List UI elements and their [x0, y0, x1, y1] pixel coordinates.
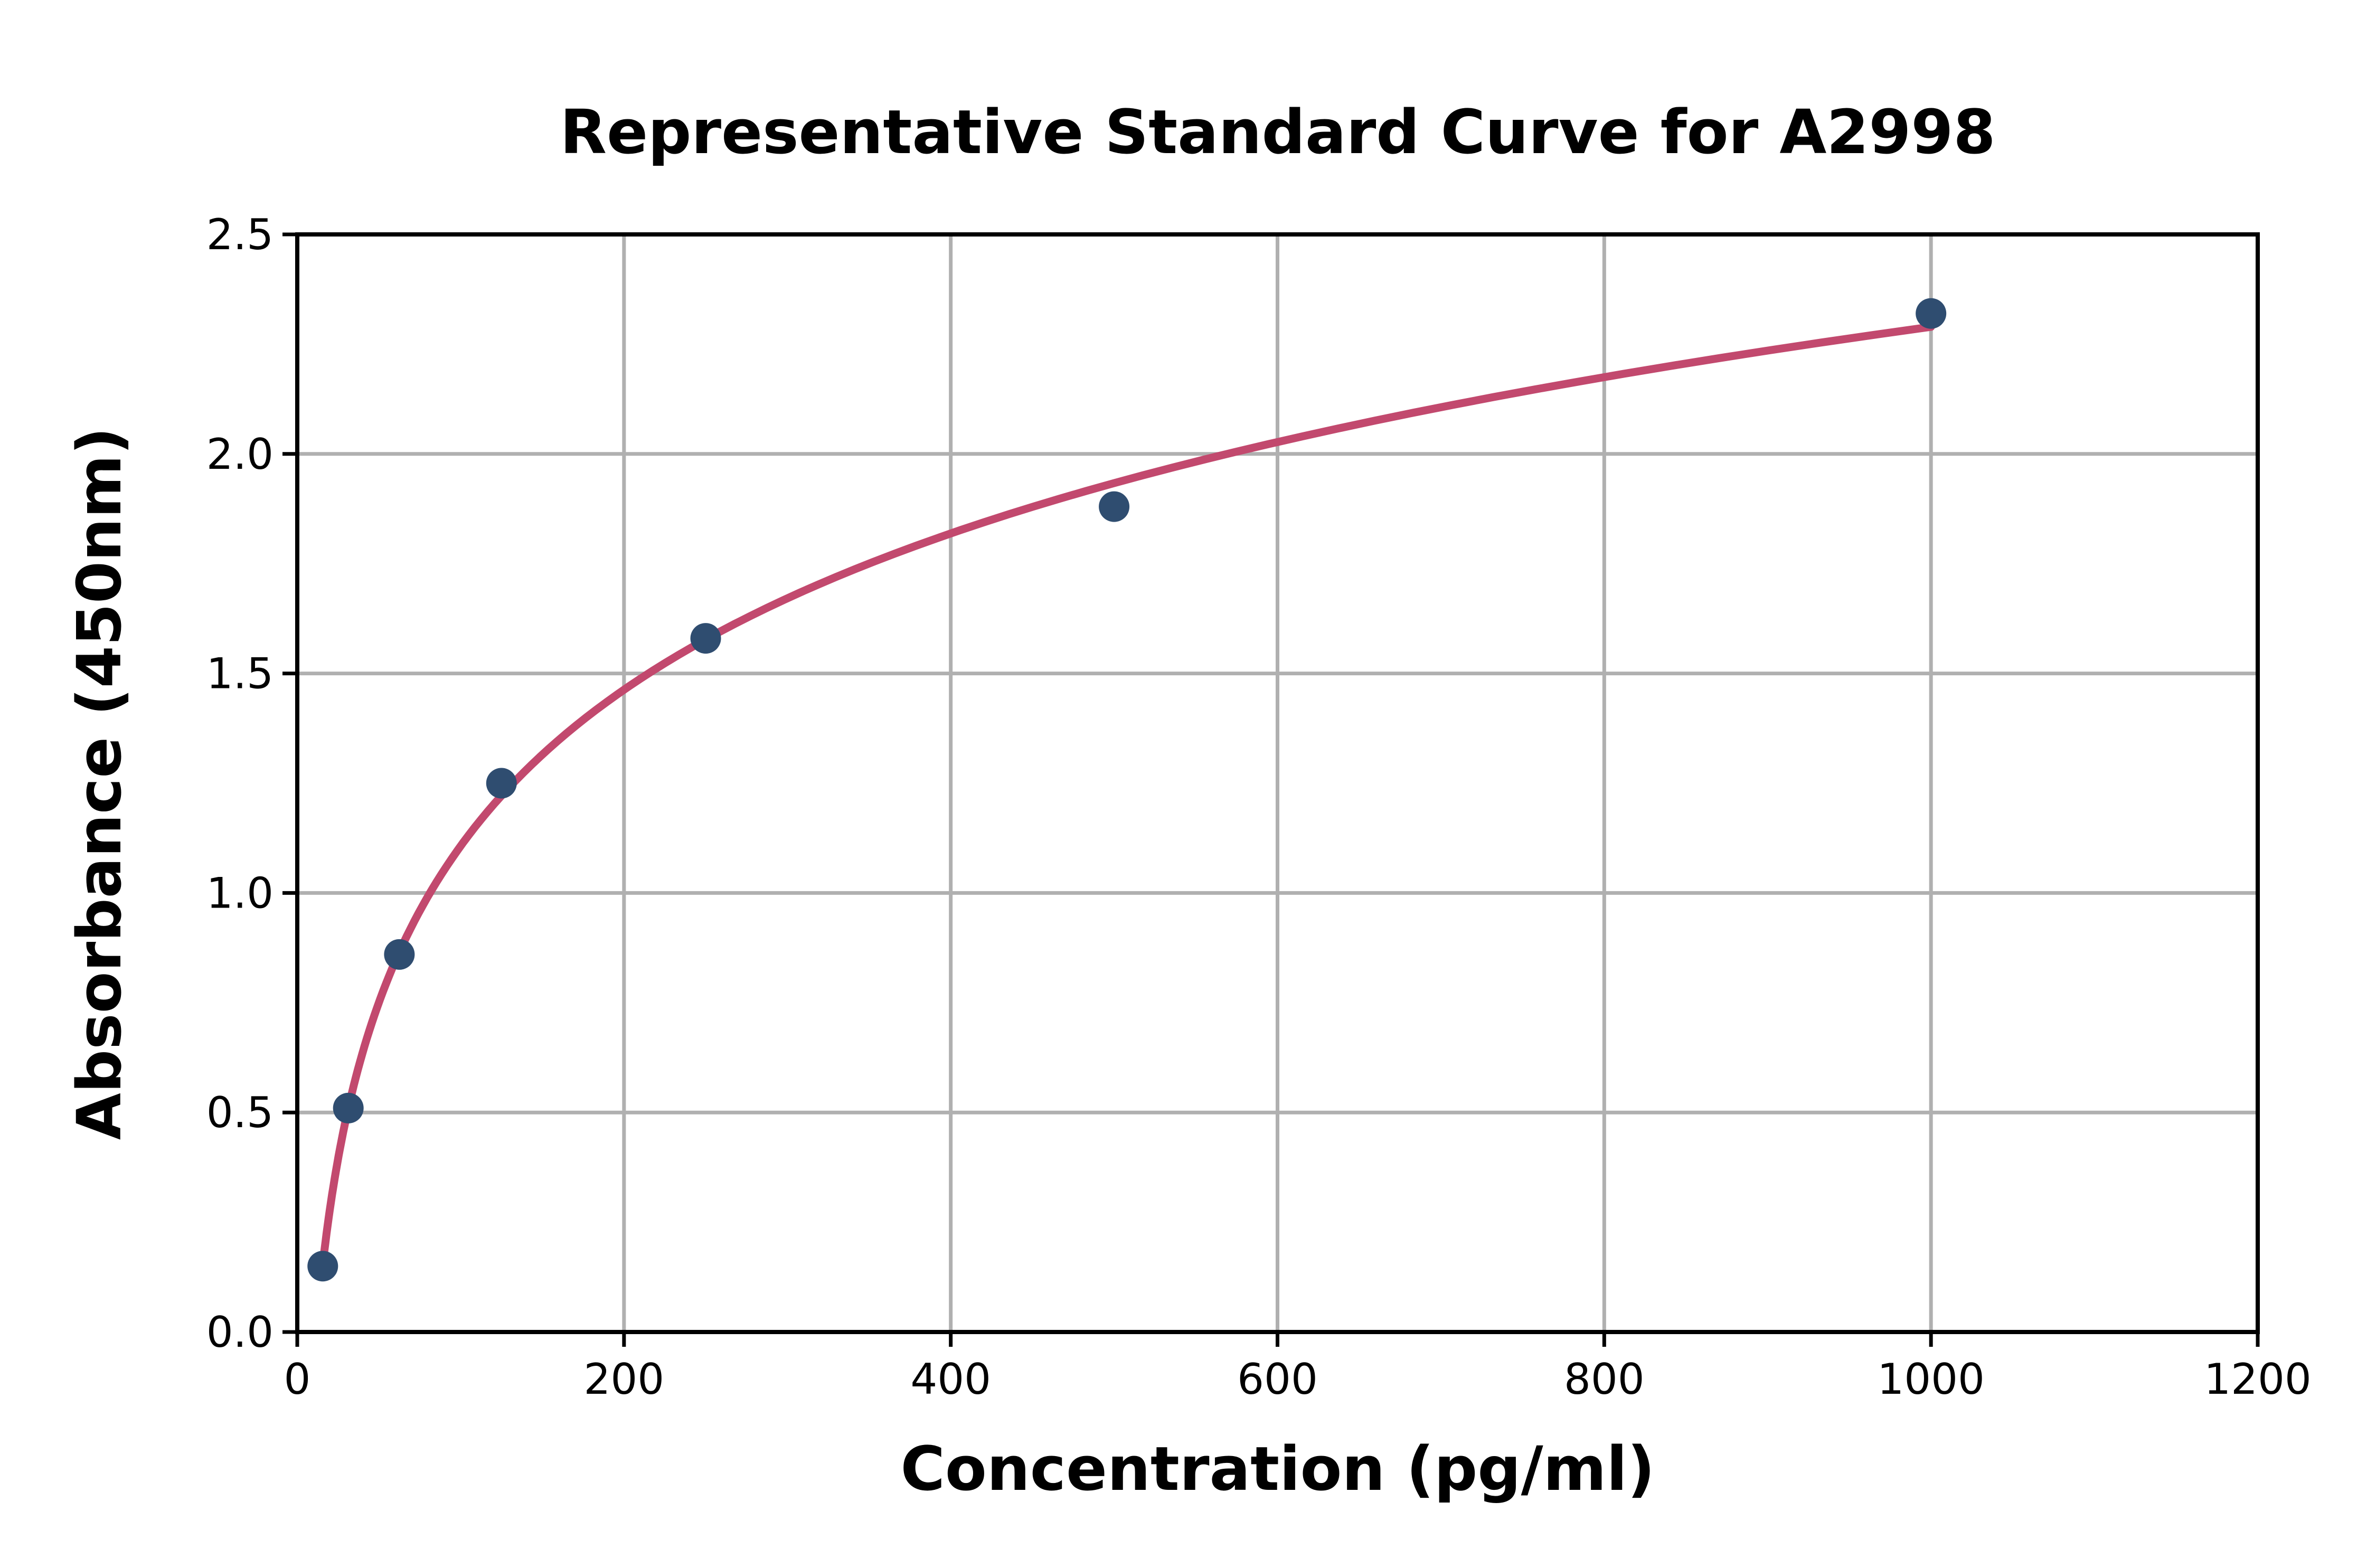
data-point: [486, 768, 517, 799]
gridlines: [297, 234, 2258, 1332]
y-tick-label: 2.5: [206, 210, 274, 259]
data-point: [690, 623, 721, 654]
y-tick-label: 0.5: [206, 1088, 274, 1137]
x-tick-label: 0: [284, 1355, 311, 1404]
x-tick-label: 800: [1564, 1355, 1645, 1404]
x-tick-label: 600: [1237, 1355, 1318, 1404]
y-tick-label: 0.0: [206, 1308, 274, 1357]
data-point: [307, 1251, 338, 1282]
x-axis-label: Concentration (pg/ml): [901, 1434, 1655, 1505]
x-tick-label: 1200: [2204, 1355, 2312, 1404]
y-tick-label: 2.0: [206, 430, 274, 479]
x-tick-label: 1000: [1877, 1355, 1985, 1404]
data-point: [333, 1092, 364, 1123]
x-tick-label: 400: [910, 1355, 991, 1404]
x-tick-label: 200: [583, 1355, 664, 1404]
y-axis-label: Absorbance (450nm): [64, 427, 135, 1140]
x-tick-labels: 0 200 400 600 800 1000 1200: [284, 1355, 2312, 1404]
data-points-layer: [307, 298, 1947, 1282]
y-tick-label: 1.5: [206, 649, 274, 698]
data-point: [1916, 298, 1947, 329]
y-tick-labels: 0.0 0.5 1.0 1.5 2.0 2.5: [206, 210, 274, 1357]
data-point: [1099, 491, 1130, 522]
axis-ticks: [282, 232, 2260, 1347]
data-point: [384, 939, 415, 970]
chart-title: Representative Standard Curve for A2998: [560, 97, 1996, 168]
y-tick-label: 1.0: [206, 868, 274, 918]
